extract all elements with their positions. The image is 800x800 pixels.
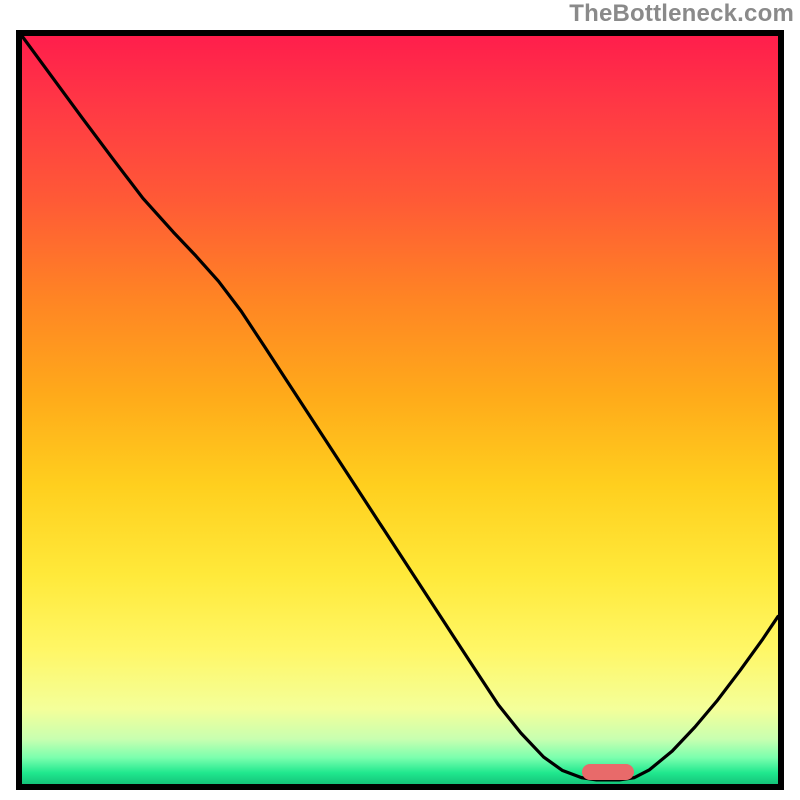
curve-line [22, 36, 778, 784]
curve-path [22, 36, 778, 780]
chart-root: { "attribution": { "text": "TheBottlenec… [0, 0, 800, 800]
minimum-marker-pill [582, 764, 633, 780]
attribution-text: TheBottleneck.com [569, 0, 794, 28]
plot-area [16, 30, 784, 790]
